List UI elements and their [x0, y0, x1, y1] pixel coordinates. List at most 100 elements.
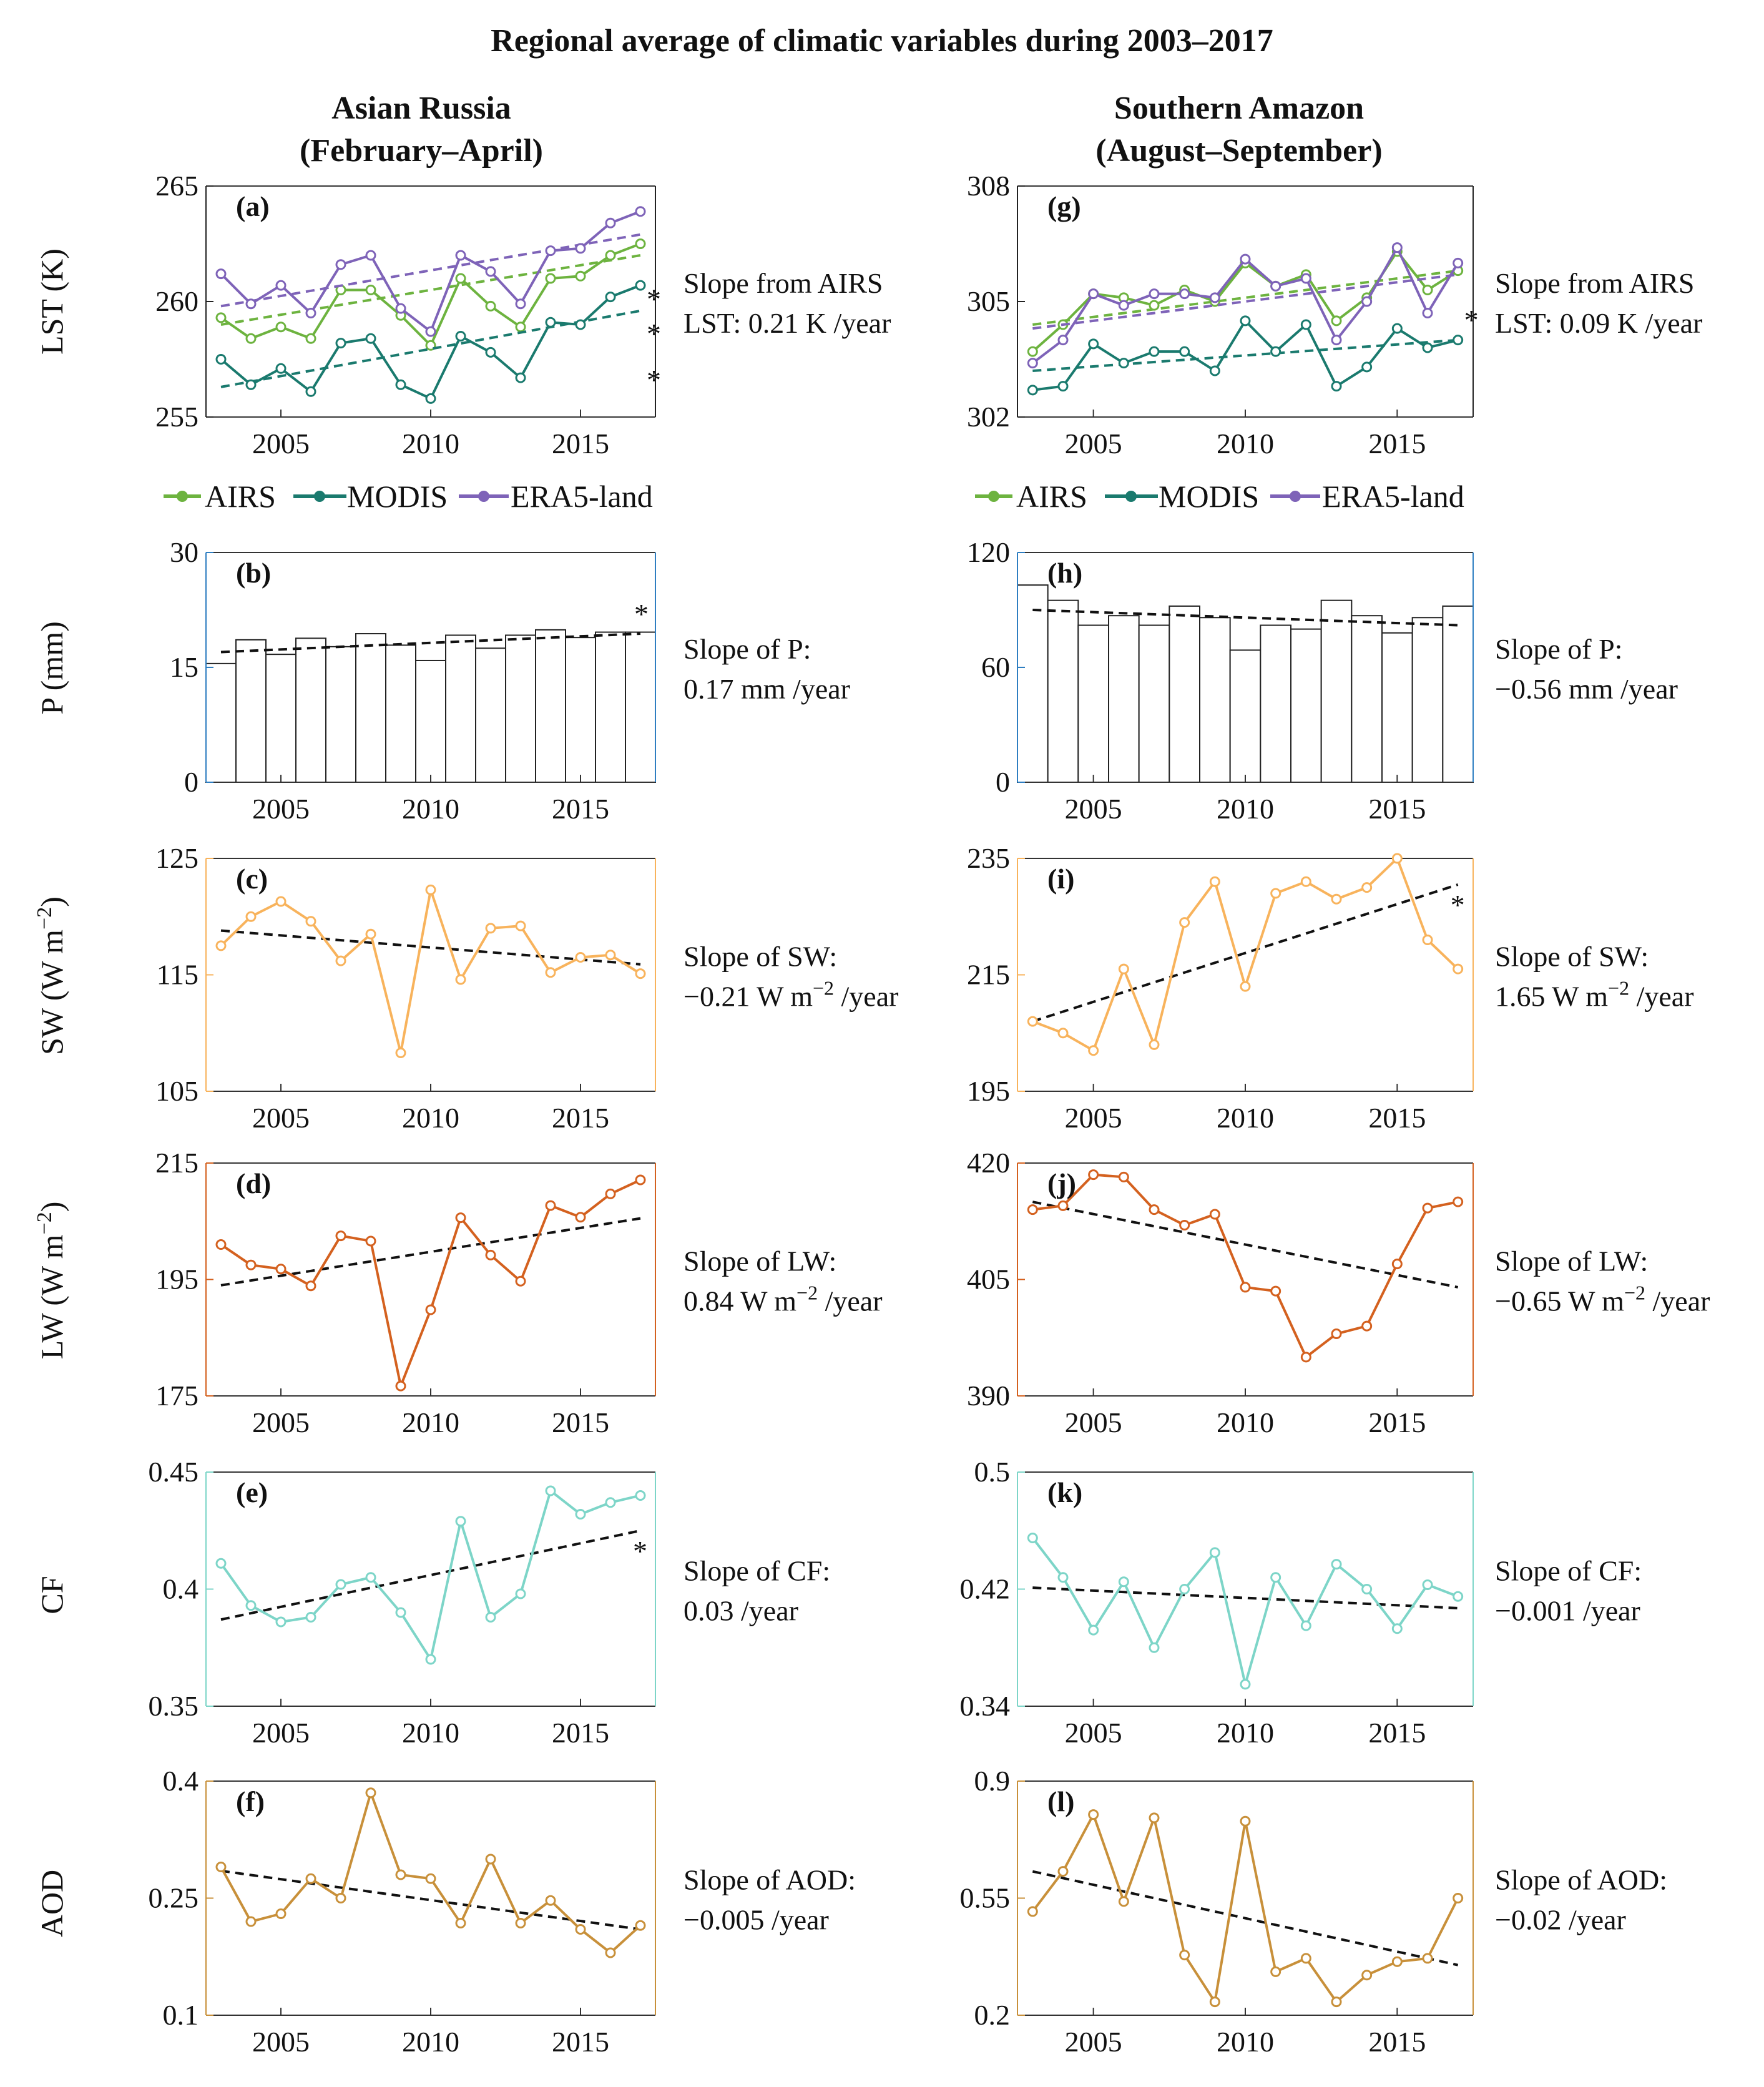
point-g-modis-2011: [1270, 346, 1281, 357]
xtick-label-j: 2005: [1065, 1407, 1122, 1438]
point-g-airs-2013: [1331, 315, 1342, 327]
trend-line-c: [220, 929, 641, 966]
point-l-2015: [1391, 1956, 1403, 1967]
point-k-2014: [1361, 1584, 1373, 1594]
point-g-modis-2015: [1391, 323, 1403, 334]
point-e-2012: [485, 1612, 496, 1623]
point-c-2017: [635, 968, 646, 980]
slope-text-line1-k: Slope of CF:: [1495, 1555, 1642, 1587]
column-title-right-line1: Southern Amazon: [1114, 91, 1364, 126]
slope-text-line1-j: Slope of LW:: [1495, 1245, 1648, 1277]
ytick-label-a: 260: [155, 285, 198, 317]
point-c-2012: [485, 923, 496, 934]
point-j-2004: [1057, 1200, 1069, 1211]
point-a-airs-2004: [245, 333, 257, 344]
point-a-era5-land-2010: [425, 326, 436, 337]
point-f-2007: [335, 1893, 346, 1903]
point-d-2011: [455, 1212, 466, 1224]
ytick-label-a: 255: [155, 401, 198, 433]
bar-h-2004: [1047, 599, 1079, 783]
ylabel-lw: LW (W m−2): [33, 1202, 69, 1360]
panel-label-l: (l): [1047, 1785, 1074, 1817]
ylabel-aod: AOD: [34, 1870, 69, 1937]
point-g-era5-land-2014: [1361, 296, 1373, 307]
slope-text-line2-h: −0.56 mm /year: [1495, 673, 1678, 705]
xtick-label-h: 2005: [1065, 793, 1122, 825]
series-line-d: [220, 1179, 641, 1391]
ytick-label-j: 405: [967, 1264, 1010, 1295]
point-l-2013: [1331, 1996, 1342, 2008]
ytick-label-f: 0.1: [163, 1999, 199, 2031]
panel-label-e: (e): [236, 1476, 268, 1508]
point-a-era5-land-2005: [275, 280, 287, 291]
trend-line-a-airs: [220, 254, 641, 326]
point-g-modis-2008: [1179, 346, 1190, 357]
point-a-airs-2003: [215, 312, 227, 323]
ytick-label-a: 265: [155, 170, 198, 202]
point-i-2004: [1057, 1028, 1069, 1039]
legend-right-airs-marker: [988, 491, 999, 502]
ytick-label-j: 390: [967, 1380, 1010, 1412]
point-l-2003: [1027, 1906, 1038, 1917]
point-l-2007: [1149, 1812, 1160, 1824]
bar-h-2007: [1138, 624, 1170, 783]
bar-b-2011: [445, 634, 476, 783]
point-k-2003: [1027, 1532, 1038, 1543]
point-c-2004: [245, 911, 257, 922]
point-i-2007: [1149, 1039, 1160, 1050]
point-g-modis-2017: [1453, 335, 1464, 346]
xtick-label-k: 2005: [1065, 1717, 1122, 1749]
point-k-2004: [1057, 1572, 1069, 1583]
legend-right: AIRS MODIS ERA5-land: [975, 479, 1464, 514]
ytick-label-k: 0.34: [960, 1690, 1011, 1722]
point-c-2014: [545, 967, 556, 978]
trend-line-k: [1032, 1586, 1458, 1609]
legend-right-airs-label: AIRS: [1016, 479, 1087, 514]
panel-label-i: (i): [1047, 863, 1074, 895]
point-f-2014: [545, 1895, 556, 1906]
legend-left-modis-marker: [314, 491, 325, 502]
point-g-airs-2016: [1422, 285, 1433, 295]
point-k-2006: [1118, 1576, 1129, 1588]
point-f-2012: [485, 1854, 496, 1865]
xtick-label-i: 2015: [1368, 1102, 1426, 1134]
point-j-2003: [1027, 1204, 1038, 1215]
ylabel-lw-text-superscript: −2: [33, 1212, 56, 1234]
bar-h-2008: [1169, 605, 1201, 783]
slope-text-line2-d: 0.84 W m−2 /year: [684, 1282, 883, 1317]
xtick-label-d: 2015: [552, 1407, 609, 1438]
point-k-2017: [1453, 1591, 1464, 1602]
slope-text-line1-i: Slope of SW:: [1495, 941, 1649, 973]
point-a-modis-2006: [305, 386, 316, 397]
point-d-2013: [515, 1275, 526, 1287]
bar-h-2016: [1411, 617, 1444, 783]
point-c-2009: [395, 1047, 406, 1058]
point-a-airs-2006: [305, 333, 316, 344]
ylabel-lw-text: LW (W m: [34, 1234, 69, 1359]
ytick-label-j: 420: [967, 1147, 1010, 1179]
xtick-label-a: 2015: [552, 428, 609, 459]
xtick-label-c: 2005: [252, 1102, 310, 1134]
point-i-2005: [1088, 1045, 1099, 1056]
panel-label-f: (f): [236, 1785, 265, 1817]
significance-star-a-airs: *: [647, 318, 661, 350]
point-a-era5-land-2009: [395, 303, 406, 314]
bar-b-2012: [475, 647, 506, 783]
point-i-2006: [1118, 963, 1129, 975]
ylabel-lst: LST (K): [34, 248, 69, 355]
point-k-2005: [1088, 1624, 1099, 1636]
point-k-2015: [1391, 1623, 1403, 1634]
point-a-modis-2010: [425, 393, 436, 404]
point-g-era5-land-2015: [1391, 242, 1403, 253]
point-a-airs-2012: [485, 300, 496, 312]
significance-star-a-modis: *: [647, 364, 661, 396]
panel-d: 175 195 215 2005 2010 2015 (d) Slope of LW: 0.84…: [155, 1147, 883, 1438]
point-j-2016: [1422, 1202, 1433, 1214]
point-a-airs-2017: [635, 238, 646, 249]
point-c-2005: [275, 896, 287, 907]
point-a-era5-land-2008: [365, 250, 376, 261]
point-e-2005: [275, 1616, 287, 1628]
point-g-modis-2003: [1027, 385, 1038, 396]
ytick-label-h: 120: [967, 536, 1010, 568]
